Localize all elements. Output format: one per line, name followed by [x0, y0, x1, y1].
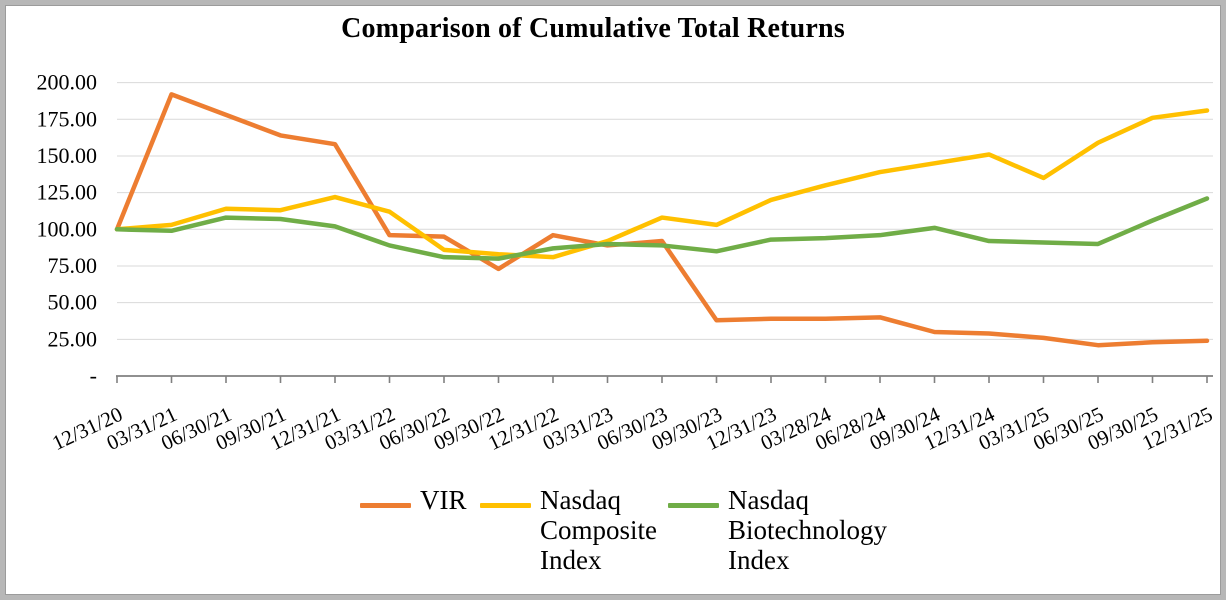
cumulative-returns-line-chart: 200.00 175.00 150.00 125.00 100.00 75.00 50.00…	[37, 70, 1217, 456]
chart-title: Comparison of Cumulative Total Returns	[341, 13, 845, 44]
nasdaq-biotech-line-swatch-icon	[668, 503, 719, 508]
series-line-nasdaq-biotechnology-index	[114, 196, 1210, 261]
legend-item-nasdaq-biotech: Nasdaq Biotechnology Index	[668, 485, 887, 575]
nasdaq-composite-line-swatch-icon	[480, 503, 531, 508]
y-axis-labels: 200.00 175.00 150.00 125.00 100.00 75.00 50.00…	[37, 70, 98, 388]
y-tick-label: 150.00	[37, 143, 98, 168]
vir-line-swatch-icon	[360, 503, 411, 508]
series-lines	[114, 92, 1210, 348]
y-tick-label: -	[90, 363, 97, 388]
y-tick-label: 50.00	[48, 290, 98, 315]
y-tick-label: 125.00	[37, 180, 98, 205]
y-tick-label: 175.00	[37, 106, 98, 131]
legend-label: Nasdaq Biotechnology Index	[728, 485, 887, 575]
y-tick-label: 200.00	[37, 70, 98, 95]
legend-label: Nasdaq Composite Index	[540, 485, 658, 575]
legend-item-vir: VIR	[360, 485, 467, 515]
x-axis	[116, 375, 1213, 383]
legend-label: VIR	[420, 485, 467, 515]
series-line-nasdaq-composite-index	[114, 108, 1210, 260]
gridlines	[117, 82, 1213, 340]
x-axis-labels: 12/31/2003/31/2106/30/2109/30/2112/31/21…	[48, 402, 1216, 456]
y-tick-label: 100.00	[37, 216, 98, 241]
y-tick-label: 75.00	[48, 253, 98, 278]
legend-item-nasdaq-composite: Nasdaq Composite Index	[480, 485, 657, 575]
y-tick-label: 25.00	[48, 326, 98, 351]
legend: VIR Nasdaq Composite Index Nasdaq Biotec…	[5, 485, 1221, 585]
series-line-vir	[114, 92, 1210, 348]
